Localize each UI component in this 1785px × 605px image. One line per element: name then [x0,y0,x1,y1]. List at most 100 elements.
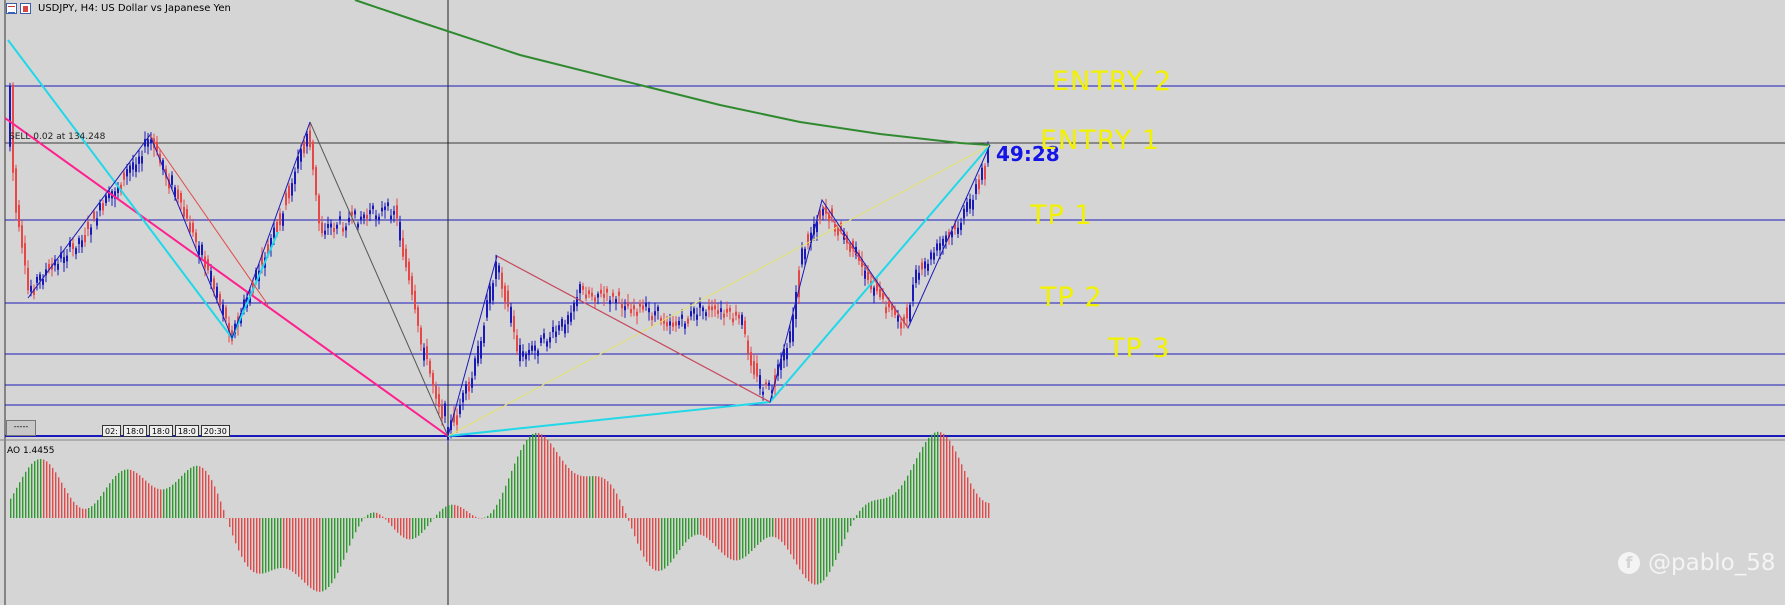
ao-histogram-bar [214,486,216,518]
price-candle-body [66,255,68,262]
price-candle-body [897,315,899,322]
ao-histogram-bar [295,518,297,575]
price-candle-body [807,234,809,245]
ao-histogram-bar [16,487,18,518]
ao-histogram-bar [265,518,267,573]
price-candle-body [297,156,299,169]
ao-histogram-bar [898,489,900,518]
ao-histogram-bar [556,451,558,518]
price-candle-body [816,221,818,233]
price-candle-body [678,320,680,326]
price-candle-body [654,311,656,316]
price-candle-body [96,218,98,226]
price-candle-body [615,298,617,303]
ao-histogram-bar [124,469,126,518]
ao-histogram-bar [784,518,786,546]
price-candle-body [291,183,293,196]
time-tag: 18:0 [174,425,199,437]
price-candle-body [966,202,968,212]
ao-histogram-bar [304,518,306,583]
price-candle-body [741,314,743,325]
price-candle-body [300,149,302,162]
ao-indicator-label: AO 1.4455 [7,446,55,456]
price-candle-body [498,265,500,273]
price-candle-body [858,252,860,261]
price-candle-body [396,205,398,219]
blue-zigzag-right [447,144,991,437]
ao-histogram-bar [442,508,444,518]
ao-histogram-bar [745,518,747,557]
price-candle-body [219,294,221,306]
price-candle-body [105,195,107,204]
ao-histogram-bar [37,459,39,518]
time-tag: 18:0 [148,425,173,437]
price-candle-body [24,243,26,266]
price-candle-body [144,139,146,147]
red-channel-line [496,255,771,403]
price-candle-body [228,322,230,334]
price-candle-body [129,165,131,173]
time-tag: 18:0 [122,425,147,437]
ao-histogram-bar [286,518,288,569]
ao-histogram-bar [571,470,573,518]
price-candle-body [366,214,368,219]
ao-histogram-bar [700,518,702,535]
ao-histogram-bar [907,475,909,518]
sell-order-label[interactable]: SELL 0.02 at 134.248 [9,132,106,142]
price-candle-body [837,227,839,236]
price-candle-body [438,394,440,407]
ao-histogram-bar [877,499,879,518]
price-candle-body [261,254,263,265]
ao-histogram-bar [727,518,729,558]
ao-histogram-bar [418,518,420,536]
ao-histogram-bar [760,518,762,543]
ao-histogram-bar [847,518,849,533]
ao-histogram-bar [397,518,399,533]
ao-histogram-bar [457,505,459,518]
price-candle-body [804,248,806,260]
watermark: f @pablo_58 [1618,550,1776,576]
price-candle-body [972,199,974,210]
price-candle-body [849,243,851,252]
price-candle-body [687,318,689,324]
price-candle-body [522,351,524,357]
ao-histogram-bar [199,466,201,518]
ao-histogram-bar [637,518,639,544]
price-candle-body [474,358,476,376]
ao-histogram-bar [868,502,870,518]
ao-histogram-bar [871,501,873,518]
ao-histogram-bar [622,506,624,518]
ao-histogram-bar [928,437,930,518]
price-candle-body [576,297,578,307]
price-candle-body [534,345,536,351]
price-candle-body [222,304,224,316]
price-candle-body [267,244,269,255]
price-candle-body [864,270,866,279]
price-candle-body [177,189,179,200]
ao-histogram-bar [10,498,12,518]
price-candle-body [351,211,353,216]
price-candle-body [33,289,35,295]
ao-histogram-bar [826,518,828,577]
price-candle-body [909,304,911,322]
price-candle-body [699,302,701,308]
ao-histogram-bar [916,458,918,518]
price-candle-body [390,215,392,220]
price-candle-body [495,261,497,279]
price-candle-body [87,221,89,230]
price-candle-body [180,192,182,203]
ao-histogram-bar [643,518,645,557]
price-candle-body [828,213,830,222]
ao-histogram-bar [616,493,618,518]
chart-list-icon[interactable] [6,2,17,14]
price-candle-body [114,191,116,199]
ao-histogram-bar [511,470,513,518]
ao-histogram-bar [160,489,162,518]
chart-properties-icon[interactable] [20,2,31,14]
price-candle-body [930,252,932,260]
ao-histogram-bar [271,518,273,571]
chart-scroll-button[interactable]: ----- [6,420,36,436]
ao-histogram-bar [940,432,942,518]
ao-histogram-bar [742,518,744,559]
